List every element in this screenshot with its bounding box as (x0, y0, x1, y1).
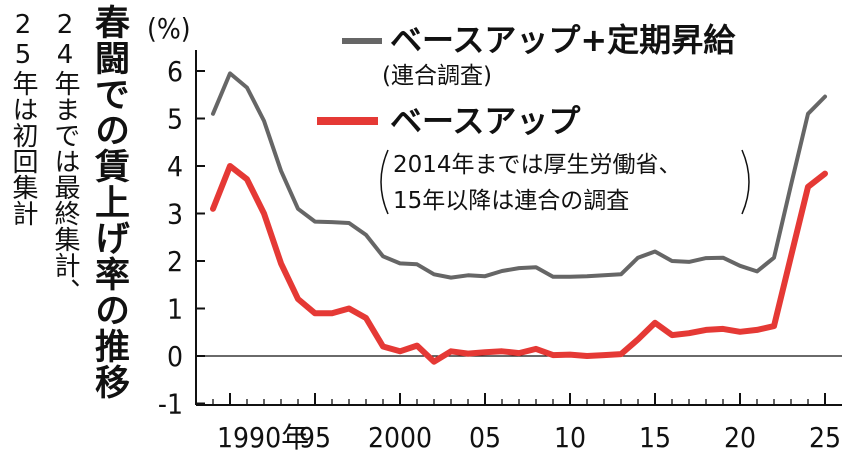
note-line-1: 24年までは最終集計、 (50, 10, 80, 304)
y-tick-label: 5 (167, 103, 183, 136)
legend-bracket-right (741, 149, 750, 215)
legend-source-total: (連合調査) (382, 63, 492, 89)
series-lines (210, 71, 828, 365)
series-line-total (211, 71, 827, 280)
legend-label-base: ベースアップ (390, 102, 581, 140)
y-tick-label: 6 (167, 55, 183, 88)
x-tick-label: 20 (724, 421, 756, 454)
legend-bracket-left (380, 149, 389, 215)
y-tick-label: 2 (167, 245, 183, 278)
legend-source-base-1: 2014年までは厚生労働省、 (393, 152, 682, 178)
y-tick-label: 3 (167, 198, 183, 231)
note-line-2: 25年は初回集計 (8, 10, 38, 226)
y-tick-label: 1 (167, 293, 183, 326)
x-tick-label: 15 (639, 421, 671, 454)
legend: ベースアップ+定期昇給 (連合調査) ベースアップ 2014年までは厚生労働省、… (317, 21, 750, 215)
y-tick-labels: 6 5 4 3 2 1 0 -1 (158, 55, 205, 421)
unit-label: (%) (147, 12, 191, 45)
x-tick-label: 05 (469, 421, 501, 454)
x-tick-label: 25 (809, 421, 841, 454)
x-tick-label: 95 (299, 421, 331, 454)
y-tick-label: 4 (167, 150, 183, 183)
y-tick-label: -1 (158, 388, 183, 421)
x-tick-label: 1990年 (217, 421, 309, 454)
series-line-base (210, 163, 828, 365)
legend-source-base-2: 15年以降は連合の調査 (393, 188, 629, 214)
x-tick-label: 10 (554, 421, 586, 454)
chart-title: 春闘での賃上げ率の推移 (89, 4, 129, 400)
x-tick-label: 2000 (368, 421, 432, 454)
y-tick-label: 0 (167, 340, 183, 373)
legend-label-total: ベースアップ+定期昇給 (390, 21, 736, 59)
